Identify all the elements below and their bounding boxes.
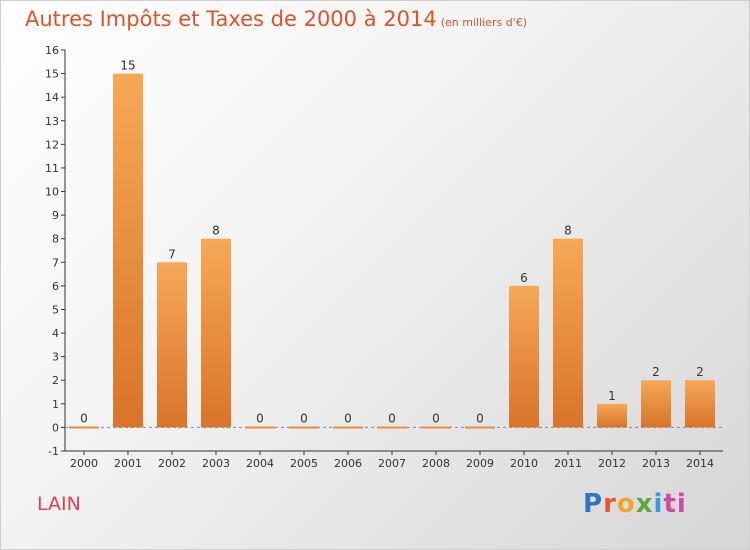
x-tick-label: 2003 <box>202 457 230 470</box>
data-label: 6 <box>520 271 528 285</box>
y-tick-label: 9 <box>52 209 59 222</box>
y-tick-label: 3 <box>52 351 59 364</box>
x-tick-label: 2011 <box>554 457 582 470</box>
proxiti-logo: Proxiti <box>583 489 687 519</box>
logo-letter: i <box>653 489 664 519</box>
data-label: 2 <box>696 365 704 379</box>
chart-title-text: Autres Impôts et Taxes de 2000 à 2014 <box>25 7 437 31</box>
bar <box>685 380 715 428</box>
data-label: 8 <box>564 224 572 238</box>
y-tick-label: 2 <box>52 374 59 387</box>
y-tick-label: 12 <box>45 138 59 151</box>
y-tick-label: 14 <box>45 91 59 104</box>
bar <box>465 426 495 429</box>
data-label: 15 <box>120 59 135 73</box>
bars <box>69 73 715 429</box>
x-tick-label: 2005 <box>290 457 318 470</box>
bar <box>641 380 671 428</box>
place-name: LAIN <box>37 493 81 515</box>
data-label: 0 <box>80 411 88 425</box>
y-tick-label: -1 <box>48 445 59 458</box>
x-tick-label: 2008 <box>422 457 450 470</box>
y-tick-label: 15 <box>45 68 59 81</box>
y-tick-label: 11 <box>45 162 59 175</box>
y-tick-label: 5 <box>52 303 59 316</box>
bar <box>421 426 451 429</box>
x-tick-label: 2002 <box>158 457 186 470</box>
logo-letter: P <box>583 489 604 519</box>
x-tick-label: 2007 <box>378 457 406 470</box>
bar <box>597 403 627 428</box>
y-tick-label: 0 <box>52 421 59 434</box>
bar <box>289 426 319 429</box>
bar <box>509 285 539 428</box>
y-tick-label: 10 <box>45 186 59 199</box>
logo-letter: r <box>603 489 617 519</box>
x-tick-label: 2006 <box>334 457 362 470</box>
x-tick-label: 2012 <box>598 457 626 470</box>
y-tick-label: 7 <box>52 256 59 269</box>
y-tick-label: 13 <box>45 115 59 128</box>
y-tick-label: 6 <box>52 280 59 293</box>
logo-letter: o <box>616 489 636 519</box>
y-tick-label: 1 <box>52 398 59 411</box>
y-tick-label: 4 <box>52 327 59 340</box>
logo-letter: ti <box>663 489 687 519</box>
data-label: 0 <box>432 411 440 425</box>
data-label: 0 <box>344 411 352 425</box>
data-label: 0 <box>300 411 308 425</box>
bar <box>377 426 407 429</box>
data-label: 0 <box>388 411 396 425</box>
bar <box>69 426 99 429</box>
bar <box>113 73 143 428</box>
data-label: 0 <box>476 411 484 425</box>
y-tick-label: 16 <box>45 44 59 57</box>
bar <box>553 238 583 428</box>
bar <box>333 426 363 429</box>
data-label: 1 <box>608 389 616 403</box>
x-tick-label: 2000 <box>70 457 98 470</box>
bar <box>201 238 231 428</box>
data-label: 8 <box>212 224 220 238</box>
y-tick-label: 8 <box>52 233 59 246</box>
data-label: 2 <box>652 365 660 379</box>
chart-title: Autres Impôts et Taxes de 2000 à 2014 (en… <box>25 7 527 31</box>
x-tick-label: 2001 <box>114 457 142 470</box>
x-tick-label: 2009 <box>466 457 494 470</box>
x-tick-label: 2014 <box>686 457 714 470</box>
x-tick-label: 2010 <box>510 457 538 470</box>
data-label: 7 <box>168 247 176 261</box>
x-tick-label: 2013 <box>642 457 670 470</box>
bar <box>157 262 187 428</box>
chart-title-unit: (en milliers d'€) <box>440 16 527 29</box>
x-tick-label: 2004 <box>246 457 274 470</box>
data-labels: 0 15 7 8 0 0 0 0 0 0 6 8 1 2 2 <box>80 59 704 426</box>
bar <box>245 426 275 429</box>
data-label: 0 <box>256 411 264 425</box>
logo-letter: x <box>635 489 654 519</box>
